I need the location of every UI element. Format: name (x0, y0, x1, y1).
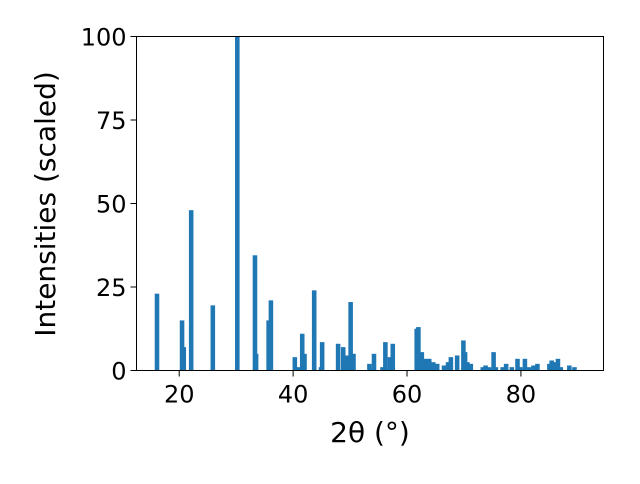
bar (448, 357, 454, 371)
x-tick-label: 40 (278, 381, 309, 409)
bar (552, 362, 558, 371)
bar (572, 367, 577, 371)
bar (419, 352, 425, 371)
bar (179, 320, 185, 371)
y-tick-label: 25 (96, 274, 127, 302)
bar (567, 365, 572, 371)
bar (348, 302, 353, 371)
y-axis-label: Intensities (scaled) (29, 71, 62, 337)
bar (423, 358, 429, 371)
bar (181, 347, 187, 371)
plot-area-frame (136, 36, 604, 371)
bar (445, 362, 451, 371)
bar (454, 355, 460, 371)
bars-group (154, 36, 577, 371)
bar (549, 360, 554, 371)
x-axis-ticks: 20 40 60 80 (164, 370, 537, 409)
bar (480, 367, 486, 371)
bar (351, 353, 356, 371)
x-axis-label: 2θ (°) (330, 416, 410, 449)
bar (493, 367, 499, 371)
bar (522, 358, 528, 371)
bar (380, 367, 385, 371)
bar (518, 367, 523, 371)
bar (503, 363, 509, 371)
bar (526, 367, 532, 371)
bar (154, 293, 160, 371)
y-tick-label: 75 (96, 107, 127, 135)
bar (371, 353, 377, 371)
bar (486, 367, 492, 371)
x-tick-label: 60 (392, 381, 423, 409)
bar (383, 342, 388, 371)
bar (491, 352, 496, 371)
bar (535, 363, 540, 371)
x-tick-label: 80 (506, 381, 537, 409)
y-tick-label: 0 (111, 358, 126, 386)
bar (253, 353, 259, 371)
bar (558, 367, 564, 371)
bar (210, 305, 216, 371)
bar (311, 290, 317, 371)
y-axis-ticks: 0 25 50 75 100 (81, 24, 137, 386)
bar (252, 255, 258, 371)
bar (390, 343, 396, 371)
bar (430, 362, 436, 371)
bar (465, 362, 470, 371)
bar (500, 367, 505, 371)
bar (299, 333, 305, 371)
bar (292, 357, 298, 371)
bar (462, 352, 468, 371)
x-tick-label: 20 (164, 381, 195, 409)
bar (268, 300, 274, 371)
bar (434, 363, 440, 371)
bar (319, 342, 325, 371)
bar (345, 355, 351, 371)
bar (335, 343, 341, 371)
bar (235, 36, 240, 371)
bar (483, 365, 488, 371)
bar (188, 210, 194, 371)
bar (302, 353, 307, 371)
bar (555, 358, 561, 371)
bar (416, 327, 421, 371)
bar (468, 363, 474, 371)
bar (387, 357, 393, 371)
bar (441, 365, 447, 371)
y-tick-label: 50 (96, 191, 127, 219)
y-tick-label: 100 (81, 24, 127, 52)
bar (340, 347, 346, 371)
bar (531, 365, 536, 371)
bar (515, 358, 520, 371)
bar (509, 367, 515, 371)
bar (367, 363, 372, 371)
bar (296, 367, 302, 371)
bar (426, 358, 432, 371)
